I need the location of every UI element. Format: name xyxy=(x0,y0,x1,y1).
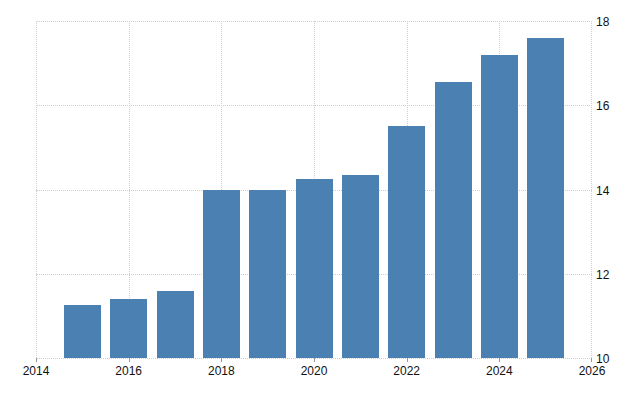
bar-2023 xyxy=(435,82,472,358)
x-tick-label-2024: 2024 xyxy=(469,364,529,378)
x-tick-mark-2014 xyxy=(36,358,37,362)
bar-2018 xyxy=(203,190,240,359)
bar-2017 xyxy=(157,291,194,358)
x-tick-mark-2022 xyxy=(407,358,408,362)
x-tick-mark-2026 xyxy=(591,358,592,362)
bar-2022 xyxy=(388,126,425,358)
x-tick-mark-2024 xyxy=(499,358,500,362)
bar-2021 xyxy=(342,175,379,358)
x-tick-label-2022: 2022 xyxy=(377,364,437,378)
y-tick-label-10: 10 xyxy=(596,352,636,366)
y-tick-label-14: 14 xyxy=(596,184,636,198)
bar-2019 xyxy=(249,190,286,359)
x-tick-mark-2016 xyxy=(129,358,130,362)
bar-2015 xyxy=(64,305,101,358)
y-tick-label-16: 16 xyxy=(596,99,636,113)
x-tick-mark-2018 xyxy=(221,358,222,362)
vertical-gridline-2014 xyxy=(36,21,37,358)
bar-2016 xyxy=(110,299,147,358)
x-tick-label-2020: 2020 xyxy=(284,364,344,378)
x-tick-label-2014: 2014 xyxy=(6,364,66,378)
x-tick-label-2018: 2018 xyxy=(191,364,251,378)
bar-2020 xyxy=(296,179,333,358)
plot-area xyxy=(36,21,592,358)
x-tick-label-2026: 2026 xyxy=(562,364,622,378)
bar-2025 xyxy=(527,38,564,358)
bar-2024 xyxy=(481,55,518,358)
y-tick-label-18: 18 xyxy=(596,15,636,29)
x-tick-mark-2020 xyxy=(314,358,315,362)
chart-screenshot: 2014 2016 2018 2020 2022 2024 2026 10 12 14 16 18 xyxy=(0,0,640,400)
y-tick-label-12: 12 xyxy=(596,268,636,282)
vertical-gridline-2026 xyxy=(591,21,592,358)
x-tick-label-2016: 2016 xyxy=(99,364,159,378)
